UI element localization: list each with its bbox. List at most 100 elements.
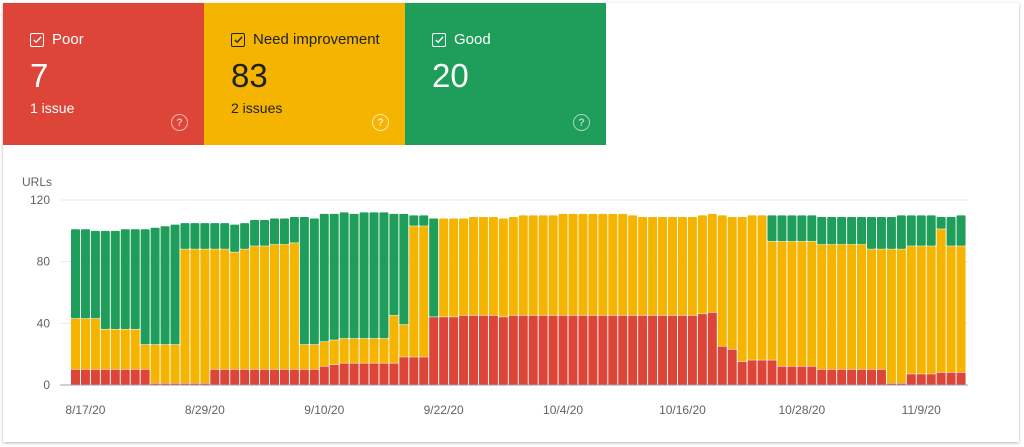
bar-good[interactable] <box>886 216 896 249</box>
bar-poor[interactable] <box>120 369 130 385</box>
bar-good[interactable] <box>210 223 220 249</box>
bar-good[interactable] <box>309 218 319 345</box>
bar-good[interactable] <box>876 216 886 249</box>
bar-good[interactable] <box>71 229 80 319</box>
bar-need-improvement[interactable] <box>857 244 867 370</box>
bar-poor[interactable] <box>598 315 608 385</box>
bar-poor[interactable] <box>956 372 966 385</box>
bar-poor[interactable] <box>827 369 837 385</box>
bar-need-improvement[interactable] <box>469 216 478 316</box>
bar-poor[interactable] <box>588 315 598 385</box>
bar-need-improvement[interactable] <box>71 318 80 370</box>
bar-need-improvement[interactable] <box>130 329 140 370</box>
bar-need-improvement[interactable] <box>588 213 598 316</box>
bar-good[interactable] <box>329 213 339 340</box>
bar-good[interactable] <box>369 212 379 339</box>
bar-need-improvement[interactable] <box>916 246 926 374</box>
bar-good[interactable] <box>359 212 369 339</box>
bar-good[interactable] <box>80 229 90 319</box>
bar-need-improvement[interactable] <box>299 344 309 370</box>
filter-card-good[interactable]: Good 20 ? <box>405 3 606 145</box>
bar-need-improvement[interactable] <box>658 216 668 316</box>
bar-good[interactable] <box>389 213 399 316</box>
bar-poor[interactable] <box>847 369 857 385</box>
bar-need-improvement[interactable] <box>896 249 906 383</box>
bar-poor[interactable] <box>270 369 279 385</box>
bar-good[interactable] <box>926 215 936 246</box>
bar-need-improvement[interactable] <box>160 344 170 383</box>
bar-poor[interactable] <box>150 383 160 385</box>
bar-poor[interactable] <box>220 369 230 385</box>
bar-need-improvement[interactable] <box>886 249 896 383</box>
bar-poor[interactable] <box>757 360 767 385</box>
bar-poor[interactable] <box>379 363 389 385</box>
bar-need-improvement[interactable] <box>90 318 100 370</box>
bar-need-improvement[interactable] <box>369 338 379 363</box>
bar-need-improvement[interactable] <box>608 213 618 316</box>
bar-poor[interactable] <box>80 369 90 385</box>
bar-poor[interactable] <box>558 315 568 385</box>
bar-poor[interactable] <box>648 315 658 385</box>
bar-poor[interactable] <box>697 314 707 385</box>
bar-need-improvement[interactable] <box>270 244 279 370</box>
bar-need-improvement[interactable] <box>80 318 90 370</box>
bar-poor[interactable] <box>857 369 867 385</box>
bar-need-improvement[interactable] <box>240 249 250 370</box>
bar-poor[interactable] <box>568 315 578 385</box>
bar-need-improvement[interactable] <box>946 246 956 373</box>
bar-need-improvement[interactable] <box>319 341 329 366</box>
bar-poor[interactable] <box>608 315 618 385</box>
bar-need-improvement[interactable] <box>817 244 827 370</box>
bar-poor[interactable] <box>180 383 190 385</box>
checkbox-checked-icon[interactable] <box>231 32 245 47</box>
bar-poor[interactable] <box>936 372 946 385</box>
bar-poor[interactable] <box>896 383 906 385</box>
bar-need-improvement[interactable] <box>210 249 220 370</box>
bar-poor[interactable] <box>538 315 548 385</box>
bar-poor[interactable] <box>478 315 488 385</box>
bar-poor[interactable] <box>469 315 478 385</box>
bar-need-improvement[interactable] <box>170 344 180 383</box>
bar-poor[interactable] <box>787 366 797 385</box>
bar-need-improvement[interactable] <box>100 329 110 370</box>
bar-good[interactable] <box>936 216 946 229</box>
bar-poor[interactable] <box>518 315 528 385</box>
bar-need-improvement[interactable] <box>687 216 697 316</box>
bar-poor[interactable] <box>578 315 588 385</box>
bar-poor[interactable] <box>429 317 439 385</box>
bar-poor[interactable] <box>140 369 150 385</box>
bar-good[interactable] <box>916 215 926 246</box>
bar-need-improvement[interactable] <box>140 344 150 370</box>
bar-need-improvement[interactable] <box>847 244 857 370</box>
filter-card-poor[interactable]: Poor 7 1 issue ? <box>3 3 204 145</box>
bar-need-improvement[interactable] <box>936 229 946 373</box>
bar-good[interactable] <box>797 215 807 242</box>
checkbox-checked-icon[interactable] <box>432 32 446 47</box>
bar-need-improvement[interactable] <box>538 215 548 316</box>
bar-need-improvement[interactable] <box>956 246 966 373</box>
bar-good[interactable] <box>90 230 100 319</box>
bar-good[interactable] <box>170 224 180 345</box>
bar-need-improvement[interactable] <box>180 249 190 383</box>
bar-poor[interactable] <box>668 315 677 385</box>
bar-good[interactable] <box>767 215 777 242</box>
bar-need-improvement[interactable] <box>827 244 837 370</box>
bar-need-improvement[interactable] <box>449 218 459 317</box>
bar-poor[interactable] <box>508 315 518 385</box>
bar-poor[interactable] <box>707 312 717 385</box>
bar-poor[interactable] <box>359 363 369 385</box>
help-icon[interactable]: ? <box>573 114 590 131</box>
bar-need-improvement[interactable] <box>668 216 677 316</box>
bar-need-improvement[interactable] <box>707 213 717 313</box>
bar-need-improvement[interactable] <box>757 215 767 360</box>
bar-need-improvement[interactable] <box>518 215 528 316</box>
bar-poor[interactable] <box>926 374 936 385</box>
bar-good[interactable] <box>339 212 349 339</box>
bar-poor[interactable] <box>817 369 827 385</box>
bar-poor[interactable] <box>449 317 459 385</box>
bar-poor[interactable] <box>876 369 886 385</box>
bar-poor[interactable] <box>867 369 876 385</box>
bar-poor[interactable] <box>250 369 260 385</box>
bar-poor[interactable] <box>638 315 648 385</box>
bar-need-improvement[interactable] <box>717 215 727 346</box>
